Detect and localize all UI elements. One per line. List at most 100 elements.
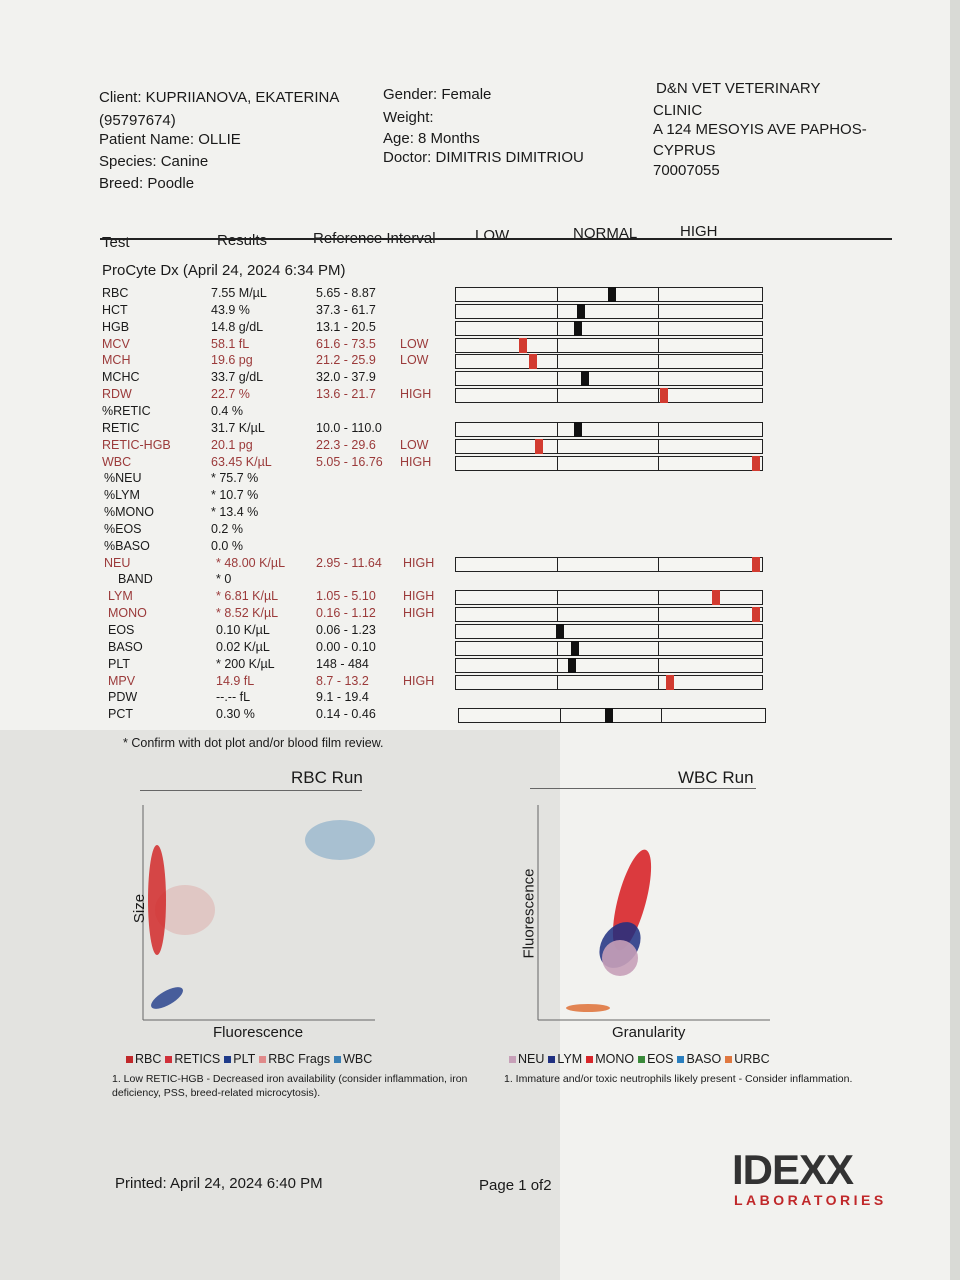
shadow: [0, 730, 560, 1280]
test-name: PDW: [108, 690, 138, 705]
test-result: 22.7 %: [211, 387, 250, 402]
header-results: Results: [217, 232, 268, 249]
test-name: WBC: [102, 454, 132, 469]
test-name: BAND: [118, 572, 153, 587]
reference-interval: 61.6 - 73.5: [316, 336, 376, 351]
normal-high-divider: [657, 658, 660, 672]
test-result: 31.7 K/µL: [211, 420, 265, 435]
result-marker: [528, 354, 537, 370]
test-name: HCT: [102, 302, 128, 317]
test-result: 14.9 fL: [216, 673, 255, 688]
wbc-title-rule: [530, 788, 756, 789]
reference-interval: 32.0 - 37.9: [316, 370, 376, 385]
result-marker: [534, 438, 543, 454]
test-name: MCH: [102, 353, 131, 368]
flag: LOW: [400, 353, 429, 368]
normal-high-divider: [657, 372, 660, 386]
test-result: * 8.52 K/µL: [216, 606, 279, 621]
test-name: %NEU: [104, 471, 142, 486]
normal-high-divider: [657, 288, 660, 301]
neu-cluster: [602, 940, 638, 976]
legend-label: URBC: [734, 1052, 770, 1066]
test-result: * 13.4 %: [211, 505, 259, 520]
rbc-cluster: [148, 845, 166, 955]
legend-label: BASO: [686, 1052, 722, 1066]
test-name: MONO: [108, 606, 147, 621]
test-name: PCT: [108, 707, 133, 722]
reference-interval: 148 - 484: [316, 656, 369, 671]
reference-interval: 5.65 - 8.87: [316, 286, 376, 300]
idexx-logo: IDEXX: [732, 1146, 854, 1193]
low-normal-divider: [556, 439, 559, 453]
test-result: 63.45 K/µL: [211, 454, 272, 469]
range-bar: [455, 455, 763, 471]
reference-interval: 13.6 - 21.7: [316, 387, 376, 402]
test-result: 33.7 g/dL: [211, 370, 264, 385]
legend-label: RETICS: [174, 1052, 221, 1066]
test-name: %MONO: [104, 505, 154, 520]
breed: Breed: Poodle: [99, 175, 195, 192]
range-bar: [455, 590, 763, 606]
test-result: 0.30 %: [216, 707, 255, 722]
result-marker: [568, 657, 577, 673]
result-marker: [660, 388, 669, 404]
low-normal-divider: [556, 557, 559, 571]
result-marker: [574, 320, 583, 336]
test-result: 0.10 K/µL: [216, 623, 270, 637]
wbc-note: 1. Immature and/or toxic neutrophils lik…: [504, 1073, 853, 1085]
client-name: Client: KUPRIIANOVA, EKATERINA: [99, 89, 340, 106]
normal-high-divider: [657, 456, 660, 470]
rbc-legend: RBC RETICS PLT RBC Frags WBC: [122, 1052, 372, 1066]
reference-interval: 1.05 - 5.10: [316, 589, 376, 604]
test-result: 7.55 M/µL: [211, 286, 267, 300]
wbc-y-label: Fluorescence: [520, 868, 538, 959]
range-bar: [455, 556, 763, 572]
test-result: 14.8 g/dL: [211, 319, 264, 334]
low-normal-divider: [559, 709, 562, 723]
range-bar: [455, 624, 763, 639]
legend-label: WBC: [343, 1052, 373, 1066]
patient-name: Patient Name: OLLIE: [99, 131, 241, 148]
low-normal-divider: [556, 641, 559, 655]
test-result: --.-- fL: [216, 690, 251, 705]
test-name: RETIC: [102, 420, 140, 435]
reference-interval: 8.7 - 13.2: [316, 673, 369, 688]
range-bar: [455, 354, 763, 370]
header-normal: NORMAL: [573, 225, 638, 242]
weight: Weight:: [383, 109, 434, 126]
legend-swatch: [548, 1056, 556, 1063]
test-name: RBC: [102, 286, 129, 300]
low-normal-divider: [556, 338, 559, 352]
reference-interval: 5.05 - 16.76: [316, 454, 383, 469]
rbc-title-rule: [140, 790, 362, 791]
test-name: LYM: [108, 589, 133, 604]
test-name: PLT: [108, 656, 130, 671]
low-normal-divider: [556, 456, 559, 470]
legend-swatch: [165, 1056, 173, 1063]
result-marker: [556, 624, 565, 639]
test-result: 19.6 pg: [211, 353, 253, 368]
normal-high-divider: [660, 709, 663, 723]
rbc-run-title: RBC Run: [291, 768, 363, 787]
reference-interval: 0.06 - 1.23: [316, 623, 376, 637]
normal-high-divider: [657, 641, 660, 655]
test-name: %EOS: [104, 521, 142, 536]
legend-swatch: [259, 1056, 267, 1063]
test-result: 0.02 K/µL: [216, 639, 270, 654]
rbc-scatter-plot: [142, 805, 375, 1021]
test-name: MPV: [108, 673, 136, 688]
low-normal-divider: [556, 321, 559, 335]
legend-label: RBC: [135, 1052, 162, 1066]
normal-high-divider: [657, 591, 660, 605]
flag: HIGH: [403, 673, 435, 688]
reference-interval: 2.95 - 11.64: [316, 555, 382, 570]
normal-high-divider: [657, 625, 660, 638]
flag: HIGH: [403, 589, 435, 604]
low-normal-divider: [556, 608, 559, 622]
rbc-note: 1. Low RETIC-HGB - Decreased iron availa…: [112, 1073, 468, 1099]
reference-interval: 21.2 - 25.9: [316, 353, 376, 368]
legend-label: MONO: [595, 1052, 635, 1066]
test-name: BASO: [108, 639, 143, 654]
legend-swatch: [334, 1056, 342, 1063]
low-normal-divider: [556, 658, 559, 672]
